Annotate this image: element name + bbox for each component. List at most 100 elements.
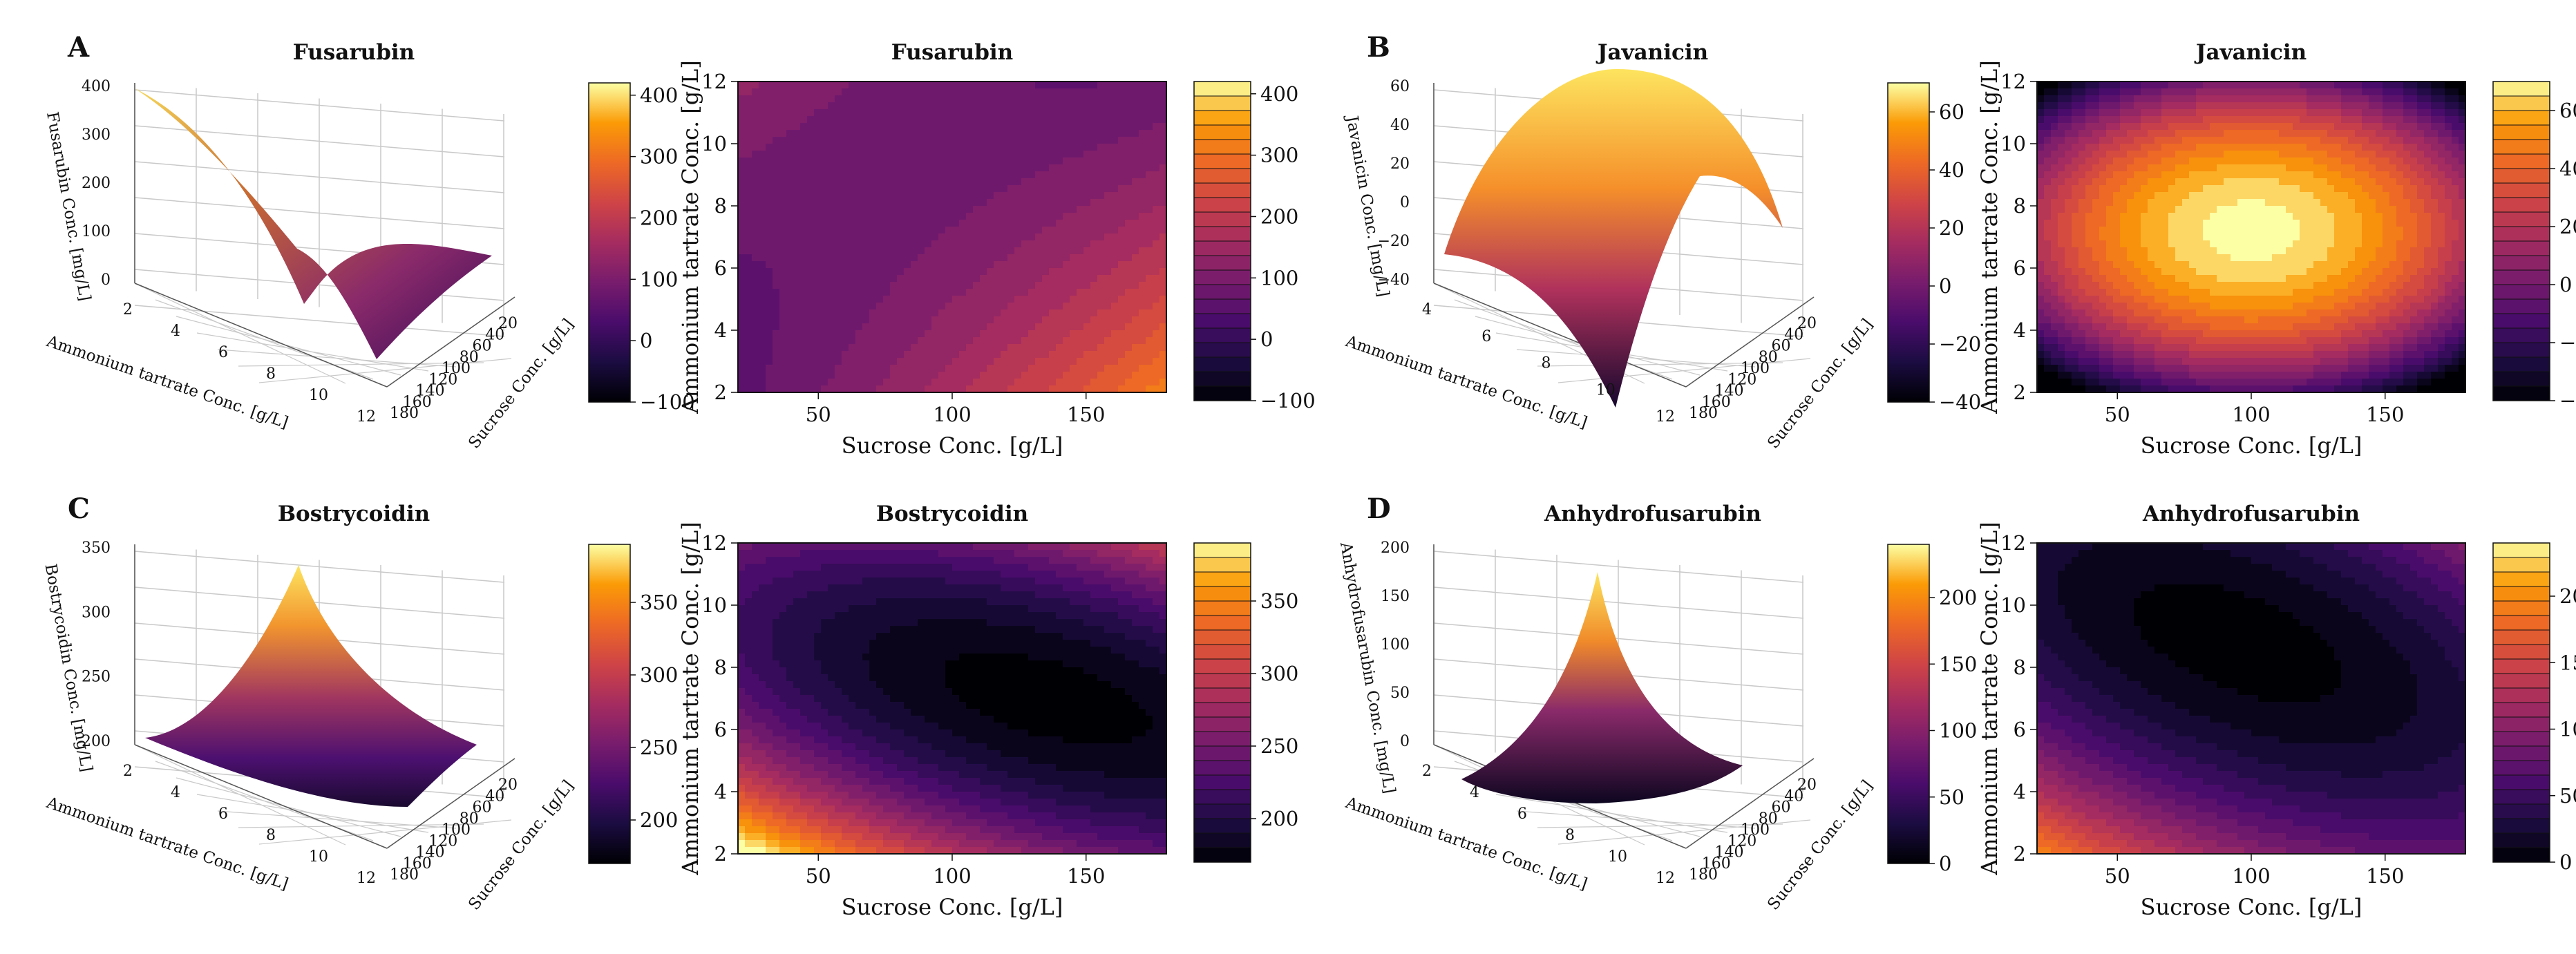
contour-cell [973,233,981,241]
contour-cell [2113,275,2121,283]
x-tick-label: 8 [266,365,276,383]
contour-cell [2327,213,2335,220]
contour-cell [2154,282,2162,289]
contour-cell [952,213,960,220]
contour-cell [2044,365,2052,372]
contour-cell [987,351,994,359]
contour-cell [2085,206,2093,213]
contour-cell [1035,358,1043,365]
contour-cell [835,261,842,269]
contour-cell [1021,268,1029,276]
contour-cell [793,178,801,186]
contour-cell [2272,296,2280,303]
contour-cell [1056,88,1063,96]
contour-cell [1097,379,1105,386]
contour-cell [855,372,863,379]
contour-cell [2272,88,2280,96]
contour-cell [793,158,801,165]
contour-cell [1042,365,1050,372]
contour-cell [2127,344,2134,352]
contour-cell [862,199,870,207]
contour-cell [2327,385,2335,393]
contour-cell [2334,171,2342,179]
contour-cell [869,303,877,310]
contour-cell [2307,116,2314,124]
contour-cell [842,247,849,255]
contour-cell [1159,240,1167,248]
contour-cell [2168,289,2176,296]
contour-cell [876,240,884,248]
contour-cell [745,296,752,303]
contour-cell [2092,365,2100,372]
contour-cell [2099,261,2107,269]
contour-cell [931,88,939,96]
contour-cell [1007,351,1015,359]
contour-cell [931,358,939,365]
contour-cell [2182,309,2190,317]
contour-cell [1139,385,1146,393]
contour-cell [1083,151,1091,158]
contour-cell [1056,220,1063,227]
contour-cell [2044,102,2052,110]
contour-cell [973,130,981,137]
contour-cell [1097,254,1105,262]
contour-cell [786,82,794,89]
contour-cell [745,151,752,158]
contour-cell [883,192,891,200]
contour-cell [842,158,849,165]
contour-cell [1097,109,1105,117]
contour-cell [1118,385,1126,393]
contour-cell [855,227,863,234]
contour-cell [1083,206,1091,213]
contour-cell [2272,171,2280,179]
contour-cell [2113,82,2121,89]
contour-cell [931,206,939,213]
contour-cell [1146,247,1153,255]
contour-cell [945,268,953,276]
contour-cell [1153,385,1160,393]
contour-cell [918,123,925,131]
contour-cell [1104,289,1112,296]
contour-cell [2044,337,2052,345]
contour-cell [1111,109,1119,117]
contour-cell [2237,323,2245,331]
z-tick-label: 0 [101,271,111,289]
contour-cell [1139,144,1146,151]
contour-cell [745,309,752,317]
contour-cell [911,240,918,248]
contour-cell [2044,351,2052,359]
contour-cell [842,254,849,262]
contour-cell [2106,275,2114,283]
contour-cell [1021,379,1029,386]
contour-cell [2161,151,2169,158]
contour-cell [2044,164,2052,172]
contour-cell [2244,116,2252,124]
contour-cell [2120,303,2128,310]
contour-cell [2175,282,2183,289]
contour-cell [2334,303,2342,310]
contour-cell [904,164,911,172]
contour-cell [2279,358,2286,365]
contour-cell [2037,199,2045,207]
contour-cell [883,268,891,276]
contour-cell [2134,164,2141,172]
contour-cell [952,261,960,269]
contour-cell [2154,171,2162,179]
contour-cell [738,323,746,331]
contour-cell [2127,123,2134,131]
contour-cell [1118,247,1126,255]
contour-cell [2154,358,2162,365]
contour-cell [807,158,815,165]
contour-cell [821,385,828,393]
contour-cell [2203,220,2210,227]
contour-cell [911,227,918,234]
contour-cell [2251,109,2259,117]
contour-cell [973,323,981,331]
contour-cell [1049,151,1057,158]
contour-cell [966,365,974,372]
contour-cell [966,330,974,338]
contour-cell [2237,337,2245,345]
contour-cell [2327,130,2335,137]
contour-cell [2078,379,2086,386]
contour-cell [2072,282,2079,289]
